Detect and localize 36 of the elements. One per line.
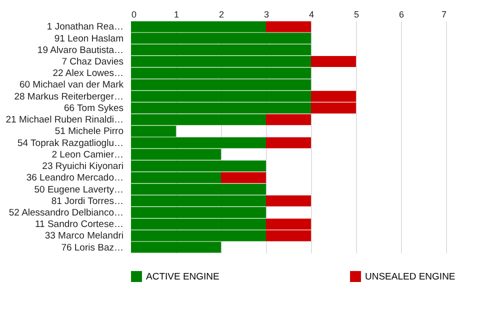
x-tick-label: 7 [441, 10, 446, 20]
y-tick-label: 22 Alex Lowes… [52, 68, 124, 80]
legend-label: ACTIVE ENGINE [146, 272, 220, 283]
y-tick-label: 23 Ryuichi Kiyonari [42, 161, 124, 172]
y-tick-label: 1 Jonathan Rea… [46, 22, 124, 33]
legend-label: UNSEALED ENGINE [365, 272, 456, 283]
y-tick-label: 91 Leon Haslam [54, 33, 124, 44]
x-tick-label: 4 [308, 10, 314, 20]
y-tick-label: 52 Alessandro Delbianco… [8, 207, 124, 218]
y-tick-label: 60 Michael van der Mark [19, 80, 124, 91]
bar [221, 172, 266, 184]
y-tick-label: 51 Michele Pirro [54, 126, 124, 138]
y-tick-label: 54 Toprak Razgatlioglu… [18, 138, 124, 149]
x-tick-label: 0 [132, 10, 137, 20]
x-tick-label: 2 [218, 10, 224, 20]
y-tick-label: 33 Marco Melandri [44, 230, 124, 242]
bar [266, 195, 311, 206]
bar [266, 114, 311, 126]
x-tick-label: 5 [354, 10, 360, 20]
x-tick-label: 3 [264, 10, 270, 20]
y-tick-label: 21 Michael Ruben Rinaldi… [6, 114, 124, 126]
y-tick-label: 2 Leon Camier… [52, 149, 124, 160]
y-tick-label: 66 Tom Sykes [64, 102, 124, 114]
x-tick-label: 6 [398, 10, 404, 20]
bar [266, 21, 311, 32]
y-tick-label: 76 Loris Baz… [61, 242, 124, 254]
y-tick-label: 28 Markus Reiterberger… [14, 91, 124, 102]
y-tick-label: 19 Alvaro Bautista… [37, 44, 124, 56]
x-tick-label: 1 [174, 10, 180, 20]
y-tick-label: 50 Eugene Laverty… [34, 184, 124, 196]
y-tick-label: 11 Sandro Cortese… [34, 219, 124, 230]
bar [311, 56, 356, 68]
y-tick-label: 81 Jordi Torres… [51, 196, 124, 207]
y-tick-label: 7 Chaz Davies [62, 56, 124, 68]
y-tick-label: 36 Leandro Mercado… [26, 172, 124, 184]
bar [266, 137, 311, 148]
